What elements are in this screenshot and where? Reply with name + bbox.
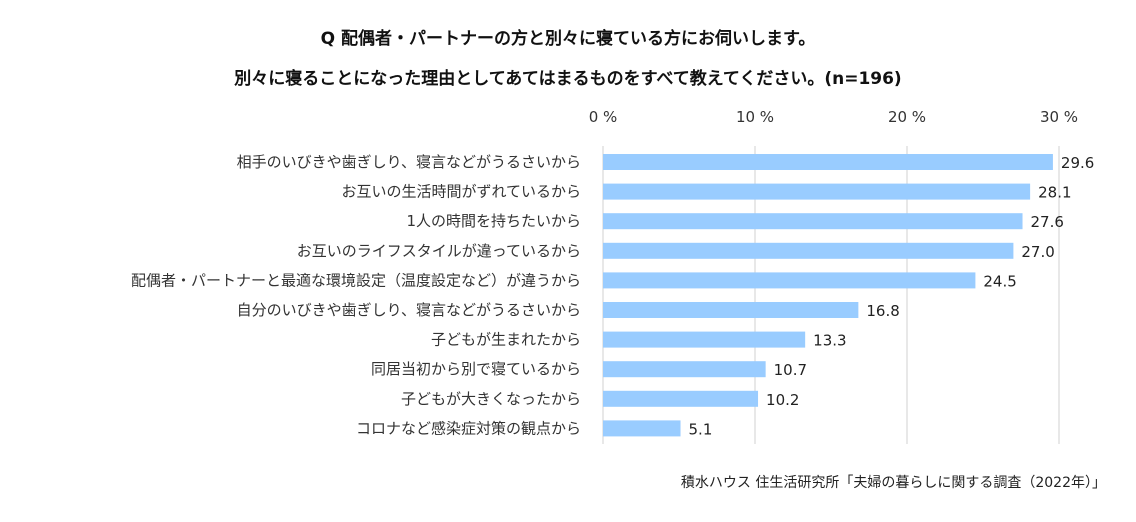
bar xyxy=(603,331,806,348)
category-label: 相手のいびきや歯ぎしり、寝言などがうるさいから xyxy=(237,153,581,171)
data-label: 13.3 xyxy=(813,332,846,350)
data-label: 10.2 xyxy=(766,391,799,409)
category-label: 自分のいびきや歯ぎしり、寝言などがうるさいから xyxy=(237,301,581,319)
x-tick-label: 0 % xyxy=(589,108,618,126)
category-label: 子どもが生まれたから xyxy=(431,331,581,349)
data-label: 29.6 xyxy=(1061,154,1094,172)
bar xyxy=(603,242,1014,259)
data-label: 28.1 xyxy=(1038,184,1071,202)
chart-title-line2: 別々に寝ることになった理由としてあてはまるものをすべて教えてください。(n=19… xyxy=(234,69,902,89)
data-label: 5.1 xyxy=(689,420,713,438)
bar xyxy=(603,213,1023,230)
data-label: 16.8 xyxy=(866,302,899,320)
bar xyxy=(603,183,1031,200)
bar xyxy=(603,390,759,407)
bar xyxy=(603,361,766,378)
category-label: 配偶者・パートナーと最適な環境設定（温度設定など）が違うから xyxy=(131,271,581,289)
category-label: 同居当初から別で寝ているから xyxy=(371,360,581,378)
data-label: 10.7 xyxy=(774,361,807,379)
data-label: 27.6 xyxy=(1031,213,1064,231)
category-label: 子どもが大きくなったから xyxy=(401,390,581,408)
category-label: コロナなど感染症対策の観点から xyxy=(356,419,581,437)
data-label: 24.5 xyxy=(983,272,1016,290)
bar xyxy=(603,272,976,289)
bar xyxy=(603,154,1053,170)
bar xyxy=(603,420,681,437)
x-tick-label: 10 % xyxy=(736,108,774,126)
bar-chart: 0 % 10 % 20 % 30 % 相手のいびきや歯ぎしり、寝言などがうるさいから 29… xyxy=(131,108,1094,444)
chart-title-line1: Q 配偶者・パートナーの方と別々に寝ている方にお伺いします。 xyxy=(320,29,816,49)
source-note: 積水ハウス 住生活研究所「夫婦の暮らしに関する調査（2022年）」 xyxy=(680,475,1106,491)
category-label: 1人の時間を持ちたいから xyxy=(406,212,581,230)
x-tick-label: 20 % xyxy=(888,108,926,126)
data-label: 27.0 xyxy=(1021,243,1054,261)
category-label: お互いのライフスタイルが違っているから xyxy=(297,242,581,260)
bar xyxy=(603,302,859,318)
category-label: お互いの生活時間がずれているから xyxy=(341,183,581,201)
x-tick-label: 30 % xyxy=(1040,108,1078,126)
